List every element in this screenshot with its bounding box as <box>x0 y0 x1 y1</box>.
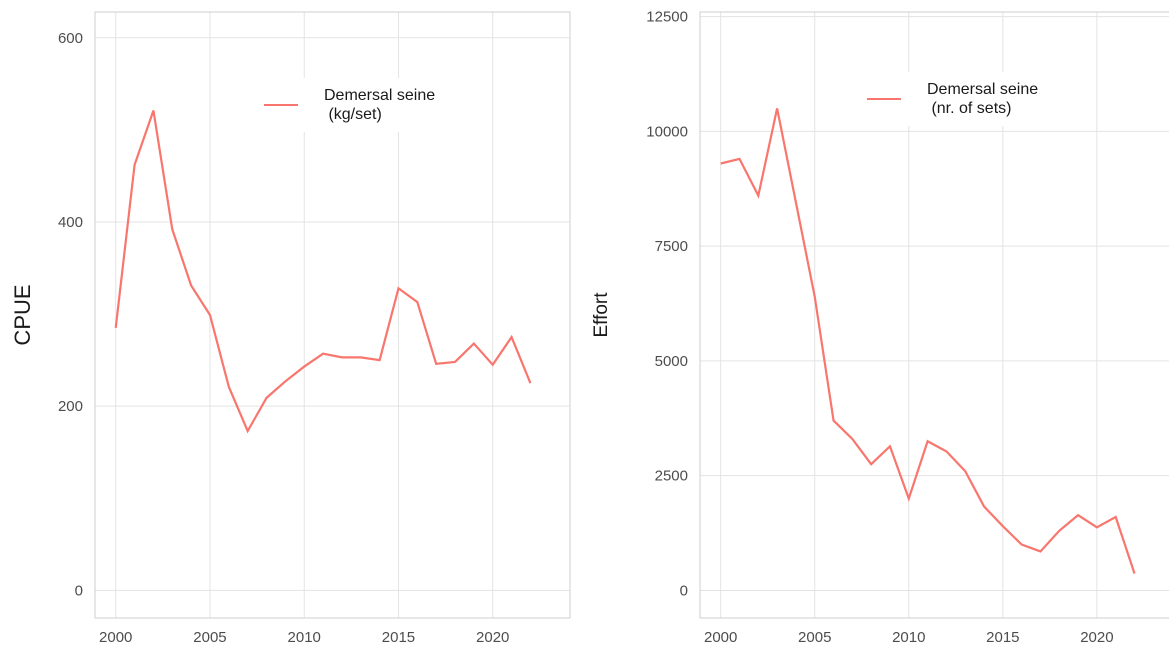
x-tick-label: 2015 <box>382 629 415 646</box>
y-tick-label: 2500 <box>655 468 688 485</box>
legend-label: Demersal seine (kg/set) <box>324 87 436 123</box>
legend: Demersal seine (nr. of sets) <box>853 72 1053 126</box>
x-tick-label: 2005 <box>798 629 831 646</box>
y-tick-label: 5000 <box>655 353 688 370</box>
legend-label: Demersal seine (nr. of sets) <box>927 81 1039 117</box>
y-tick-label: 12500 <box>646 9 688 26</box>
legend: Demersal seine (kg/set) <box>250 78 450 132</box>
x-tick-label: 2020 <box>1080 629 1113 646</box>
x-tick-label: 2000 <box>99 629 132 646</box>
x-tick-label: 2015 <box>986 629 1019 646</box>
y-axis-label: CPUE <box>10 284 35 345</box>
x-tick-label: 2005 <box>193 629 226 646</box>
x-tick-label: 2020 <box>476 629 509 646</box>
y-tick-label: 400 <box>58 214 83 231</box>
line <box>114 110 532 434</box>
y-axis-label: Effort <box>591 292 612 338</box>
line <box>720 108 1136 574</box>
x-tick-label: 2000 <box>704 629 737 646</box>
y-tick-label: 0 <box>75 582 83 599</box>
x-tick-label: 2010 <box>892 629 925 646</box>
y-tick-label: 200 <box>58 398 83 415</box>
y-tick-label: 0 <box>680 582 688 599</box>
panel-border <box>699 11 1169 619</box>
x-tick-label: 2010 <box>288 629 321 646</box>
y-tick-label: 600 <box>58 30 83 47</box>
panel-border <box>94 11 571 619</box>
y-tick-label: 7500 <box>655 238 688 255</box>
legend-key <box>867 98 901 100</box>
y-tick-label: 10000 <box>646 123 688 140</box>
legend-key <box>264 104 298 106</box>
